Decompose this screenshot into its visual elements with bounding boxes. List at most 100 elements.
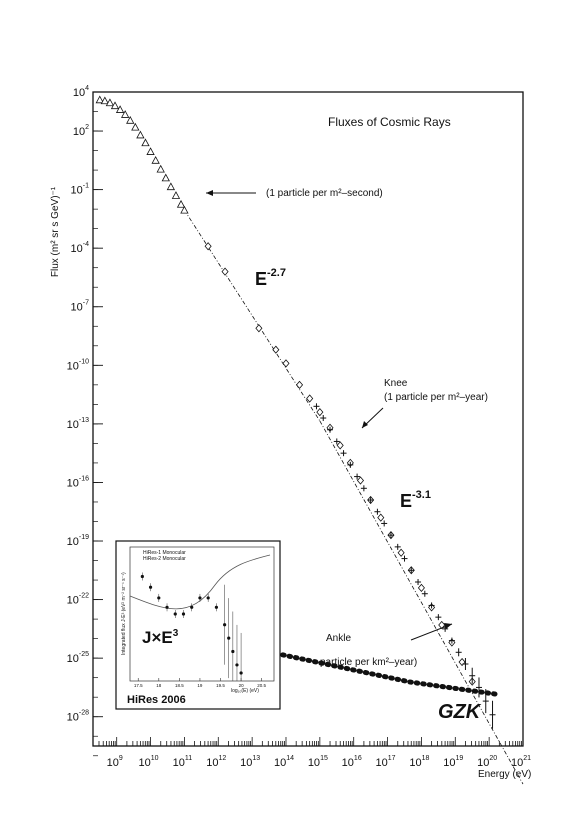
x-tick-exp: 9 [119, 755, 123, 762]
y-tick-exp: 4 [85, 85, 89, 92]
x-tick-exp: 16 [354, 755, 362, 762]
data-point-diamond [417, 583, 425, 592]
x-tick-exp: 11 [185, 755, 192, 762]
y-tick-label: 10-16 [67, 475, 89, 489]
x-tick-label: 1015 [308, 755, 328, 769]
chart-title: Fluxes of Cosmic Rays [328, 115, 451, 129]
y-tick-label: 10-4 [71, 241, 90, 255]
inset-plot-frame [129, 546, 275, 682]
fit-line [184, 209, 321, 422]
annotation-ankle-title: Ankle [326, 633, 351, 644]
inset-data-point [198, 596, 202, 600]
x-tick-label: 1021 [511, 755, 531, 769]
inset-x-tick-label: 18 [156, 683, 162, 688]
inset-jxe3-exp: 3 [173, 628, 179, 639]
y-tick-exp: -16 [79, 475, 89, 482]
x-tick-exp: 19 [456, 755, 464, 762]
data-point-diamond [336, 441, 344, 450]
axis-ticks: 109 1010 1011 1012 1013 1014 1015 1016 1017 1018 1… [67, 85, 531, 769]
data-point-triangle [161, 173, 170, 182]
x-tick-label: 1014 [274, 755, 294, 769]
x-tick-base: 10 [274, 757, 286, 769]
y-tick-base: 10 [67, 536, 79, 548]
inset-x-tick-label: 18.5 [175, 683, 184, 688]
x-axis-label: Energy (eV) [478, 769, 531, 780]
inset-data-point [157, 596, 161, 600]
data-point-diamond [356, 476, 365, 485]
e31-base: E [400, 491, 412, 511]
y-tick-exp: -1 [83, 183, 89, 190]
x-tick-base: 10 [376, 757, 388, 769]
inset-x-tick-label: 20 [239, 683, 245, 688]
y-tick-exp: 2 [85, 124, 89, 131]
annotation-one-per-m2-second: (1 particle per m²–second) [266, 188, 383, 199]
x-tick-exp: 21 [523, 755, 531, 762]
inset-y-label: Integrated flux J·E³ (eV² m⁻² sr⁻¹ s⁻¹) [121, 572, 127, 655]
data-point-triangle [100, 96, 110, 105]
y-tick-label: 10-28 [67, 710, 89, 724]
data-point-triangle [110, 101, 120, 110]
label-e-minus-2-7: E-2.7 [255, 267, 286, 289]
y-tick-base: 10 [71, 302, 83, 314]
data-point-diamond [458, 657, 466, 667]
y-tick-label: 10-13 [67, 417, 89, 431]
x-tick-label: 1019 [443, 755, 463, 769]
inset-data-point [181, 612, 186, 616]
y-tick-exp: -25 [79, 651, 89, 658]
data-points [95, 95, 496, 729]
y-tick-label: 10-22 [67, 593, 89, 607]
y-tick-base: 10 [67, 360, 79, 372]
y-tick-base: 10 [67, 477, 79, 489]
x-tick-label: 1013 [240, 755, 260, 769]
inset-x-tick-label: 19 [197, 683, 203, 688]
x-tick-base: 10 [511, 757, 523, 769]
data-point-diamond [204, 242, 212, 251]
x-tick-label: 1017 [376, 755, 396, 769]
inset-data-point [140, 574, 144, 579]
inset-data-point [239, 671, 243, 675]
y-tick-label: 10-7 [71, 300, 90, 314]
y-tick-exp: -10 [79, 358, 89, 365]
inset-data-point [235, 663, 239, 667]
y-tick-label: 10-25 [67, 651, 89, 665]
annotation-knee-sub: (1 particle per m²–year) [384, 392, 488, 403]
inset-jxe3-main: J×E [142, 628, 173, 647]
x-tick-base: 10 [409, 757, 421, 769]
data-point-triangle [105, 98, 115, 107]
data-point-diamond [282, 359, 290, 368]
inset-data-point [173, 612, 177, 616]
x-tick-label: 109 [107, 755, 123, 769]
y-tick-exp: -13 [79, 417, 89, 424]
inset-data-point [231, 649, 235, 654]
y-tick-base: 10 [67, 595, 79, 607]
y-tick-label: 102 [73, 124, 89, 138]
inset-legend-1: HiRes-1 Monocular [143, 550, 186, 556]
x-tick-exp: 18 [422, 755, 430, 762]
x-tick-base: 10 [308, 757, 320, 769]
y-tick-label: 10-1 [71, 183, 90, 197]
x-tick-base: 10 [342, 757, 354, 769]
y-tick-base: 10 [73, 126, 85, 138]
y-tick-label: 104 [73, 85, 89, 99]
data-point-triangle [176, 199, 186, 208]
x-tick-base: 10 [206, 757, 218, 769]
e27-exponent: -2.7 [267, 267, 286, 279]
data-point-triangle [171, 191, 181, 199]
data-point-triangle [166, 182, 176, 191]
data-point-triangle [95, 95, 104, 104]
gzk-label: GZK [438, 701, 482, 723]
y-tick-exp: -28 [79, 710, 89, 717]
data-point-triangle [156, 164, 165, 173]
y-tick-exp: -22 [79, 593, 89, 600]
e31-exponent: -3.1 [412, 489, 431, 501]
data-point-diamond [296, 380, 304, 389]
data-point-diamond [377, 513, 385, 522]
y-tick-base: 10 [71, 243, 83, 255]
inset-jxe3-label: J×E3 [142, 628, 179, 647]
label-e-minus-3-1: E-3.1 [400, 489, 431, 511]
fit-line [319, 420, 524, 785]
x-tick-label: 1011 [173, 755, 193, 769]
inset-x-tick-label: 17.5 [134, 683, 143, 688]
x-tick-label: 1010 [139, 755, 159, 769]
